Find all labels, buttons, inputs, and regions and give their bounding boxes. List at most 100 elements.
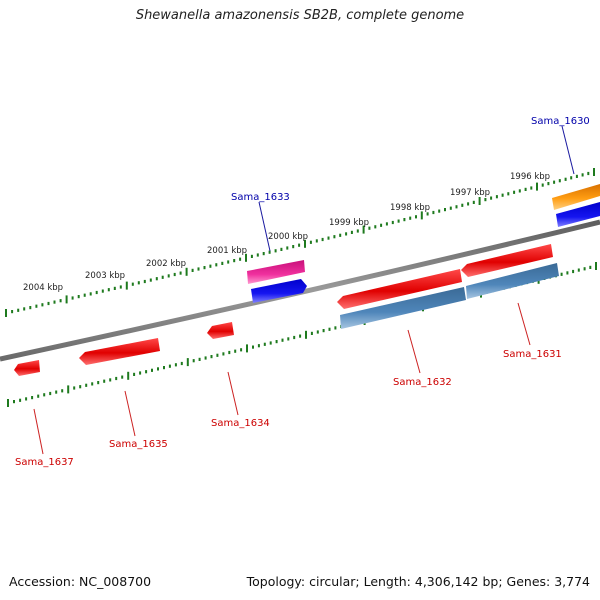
inner-ring-minor-tick — [198, 357, 201, 361]
outer-ring-minor-tick — [495, 195, 498, 199]
gene-sama-1631-steel-bar[interactable] — [466, 263, 559, 299]
gene-sama-1633-pink-bar[interactable] — [247, 260, 305, 284]
gene-sama-1631-feature[interactable] — [461, 244, 559, 299]
outer-ring-minor-tick — [143, 279, 146, 284]
inner-ring-minor-tick — [109, 378, 112, 382]
gene-sama-1633-feature[interactable] — [247, 260, 307, 303]
outer-ring-minor-tick — [315, 239, 318, 243]
outer-ring-minor-tick — [280, 247, 283, 251]
outer-ring-minor-tick — [161, 275, 164, 279]
inner-ring-minor-tick — [234, 349, 237, 353]
outer-ring-minor-tick — [309, 240, 312, 244]
outer-ring-minor-tick — [35, 304, 38, 308]
tick-label-1999-kbp: 1999 kbp — [329, 218, 369, 228]
outer-ring-minor-tick — [23, 307, 26, 311]
outer-ring-minor-tick — [541, 183, 544, 187]
outer-ring-minor-tick — [101, 289, 104, 293]
outer-ring-minor-tick — [403, 218, 406, 222]
inner-ring-major-tick — [127, 371, 130, 380]
inner-ring-minor-tick — [168, 364, 171, 368]
inner-ring-minor-tick — [204, 356, 207, 360]
inner-ring-major-tick — [246, 344, 248, 353]
gene-sama-1633-blue-arrow[interactable] — [251, 279, 307, 303]
outer-ring-minor-tick — [41, 303, 44, 307]
inner-ring-minor-tick — [293, 335, 296, 340]
tick-label-1996-kbp: 1996 kbp — [510, 172, 550, 182]
accession-text: Accession: NC_008700 — [9, 574, 152, 589]
inner-ring-minor-tick — [103, 379, 106, 383]
leader-line-sama-1630 — [561, 125, 575, 175]
tick-label-2004-kbp: 2004 kbp — [23, 283, 63, 293]
inner-ring-minor-tick — [31, 396, 34, 400]
inner-ring-major-tick — [7, 399, 9, 407]
gene-sama-1637-feature[interactable] — [14, 360, 40, 376]
outer-ring-minor-tick — [17, 308, 20, 312]
outer-ring-minor-tick — [11, 310, 14, 314]
outer-ring-minor-tick — [455, 205, 458, 209]
outer-ring-minor-tick — [581, 173, 584, 177]
outer-ring-minor-tick — [415, 215, 417, 219]
genome-backbone — [0, 219, 600, 362]
gene-label-sama-1630[interactable]: Sama_1630 — [531, 116, 590, 127]
outer-ring-major-tick — [5, 309, 7, 317]
gene-sama-1634-feature[interactable] — [207, 322, 234, 339]
gene-sama-1632-red-arrow[interactable] — [337, 269, 462, 309]
inner-ring-minor-tick — [19, 398, 22, 402]
gene-label-sama-1635[interactable]: Sama_1635 — [109, 439, 168, 450]
outer-ring-minor-tick — [350, 230, 353, 234]
outer-ring-major-tick — [420, 211, 423, 220]
outer-ring-minor-tick — [426, 212, 429, 216]
inner-ring-minor-tick — [61, 389, 64, 393]
outer-ring-minor-tick — [356, 229, 359, 233]
inner-ring-minor-tick — [180, 361, 183, 366]
outer-ring-minor-tick — [339, 233, 342, 237]
inner-ring-major-tick — [186, 358, 189, 367]
leader-line-sama-1637 — [33, 408, 44, 455]
outer-ring-minor-tick — [553, 180, 556, 184]
gene-sama-1631-red-arrow[interactable] — [461, 244, 553, 277]
gene-label-sama-1637[interactable]: Sama_1637 — [15, 457, 74, 468]
inner-ring-minor-tick — [589, 265, 592, 269]
outer-ring-minor-tick — [587, 171, 590, 176]
inner-ring-minor-tick — [210, 355, 213, 359]
inner-ring-major-tick — [595, 262, 597, 270]
inner-ring-minor-tick — [577, 268, 580, 272]
tick-label-2000-kbp: 2000 kbp — [268, 232, 308, 242]
gene-sama-1630-orange-bar[interactable] — [552, 184, 600, 210]
inner-ring-minor-tick — [139, 371, 142, 375]
inner-ring-minor-tick — [269, 341, 272, 345]
inner-ring-minor-tick — [157, 367, 159, 371]
gene-label-sama-1634[interactable]: Sama_1634 — [211, 418, 270, 429]
gene-sama-1632-steel-bar[interactable] — [340, 287, 466, 329]
gene-label-sama-1633[interactable]: Sama_1633 — [231, 192, 290, 203]
gene-sama-1632-feature[interactable] — [337, 269, 466, 329]
gene-label-sama-1632[interactable]: Sama_1632 — [393, 377, 452, 388]
inner-ring-minor-tick — [97, 381, 100, 385]
outer-ring-major-tick — [304, 239, 306, 248]
inner-ring-minor-tick — [222, 352, 225, 356]
gene-sama-1635-feature[interactable] — [79, 338, 160, 365]
outer-ring-minor-tick — [268, 250, 271, 254]
outer-ring-minor-tick — [444, 208, 446, 212]
gene-sama-1630-blue-bar[interactable] — [556, 202, 600, 227]
leader-line-sama-1635 — [124, 390, 136, 437]
outer-ring-minor-tick — [501, 193, 504, 197]
outer-ring-minor-tick — [467, 202, 470, 206]
leader-line-sama-1631 — [517, 302, 531, 346]
outer-ring-minor-tick — [490, 196, 493, 200]
outer-ring-minor-tick — [137, 281, 140, 285]
gene-label-sama-1631[interactable]: Sama_1631 — [503, 349, 562, 360]
leader-line-sama-1633 — [258, 201, 271, 252]
outer-ring-minor-tick — [327, 236, 330, 240]
outer-ring-minor-tick — [89, 292, 92, 296]
inner-ring-minor-tick — [49, 391, 52, 396]
inner-ring-minor-tick — [257, 344, 260, 348]
outer-ring-minor-tick — [233, 259, 236, 263]
outer-ring-minor-tick — [380, 223, 383, 227]
gene-sama-1630-feature[interactable] — [552, 184, 600, 227]
tick-label-1997-kbp: 1997 kbp — [450, 188, 490, 198]
map-title: Shewanella amazonensis SB2B, complete ge… — [135, 8, 465, 23]
inner-ring-minor-tick — [566, 271, 569, 275]
outer-ring-minor-tick — [47, 301, 50, 306]
inner-ring-minor-tick — [91, 382, 94, 386]
